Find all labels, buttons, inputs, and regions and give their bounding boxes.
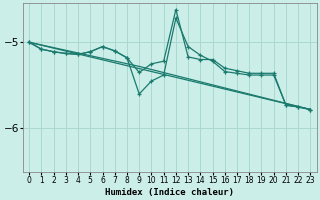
X-axis label: Humidex (Indice chaleur): Humidex (Indice chaleur) (105, 188, 234, 197)
